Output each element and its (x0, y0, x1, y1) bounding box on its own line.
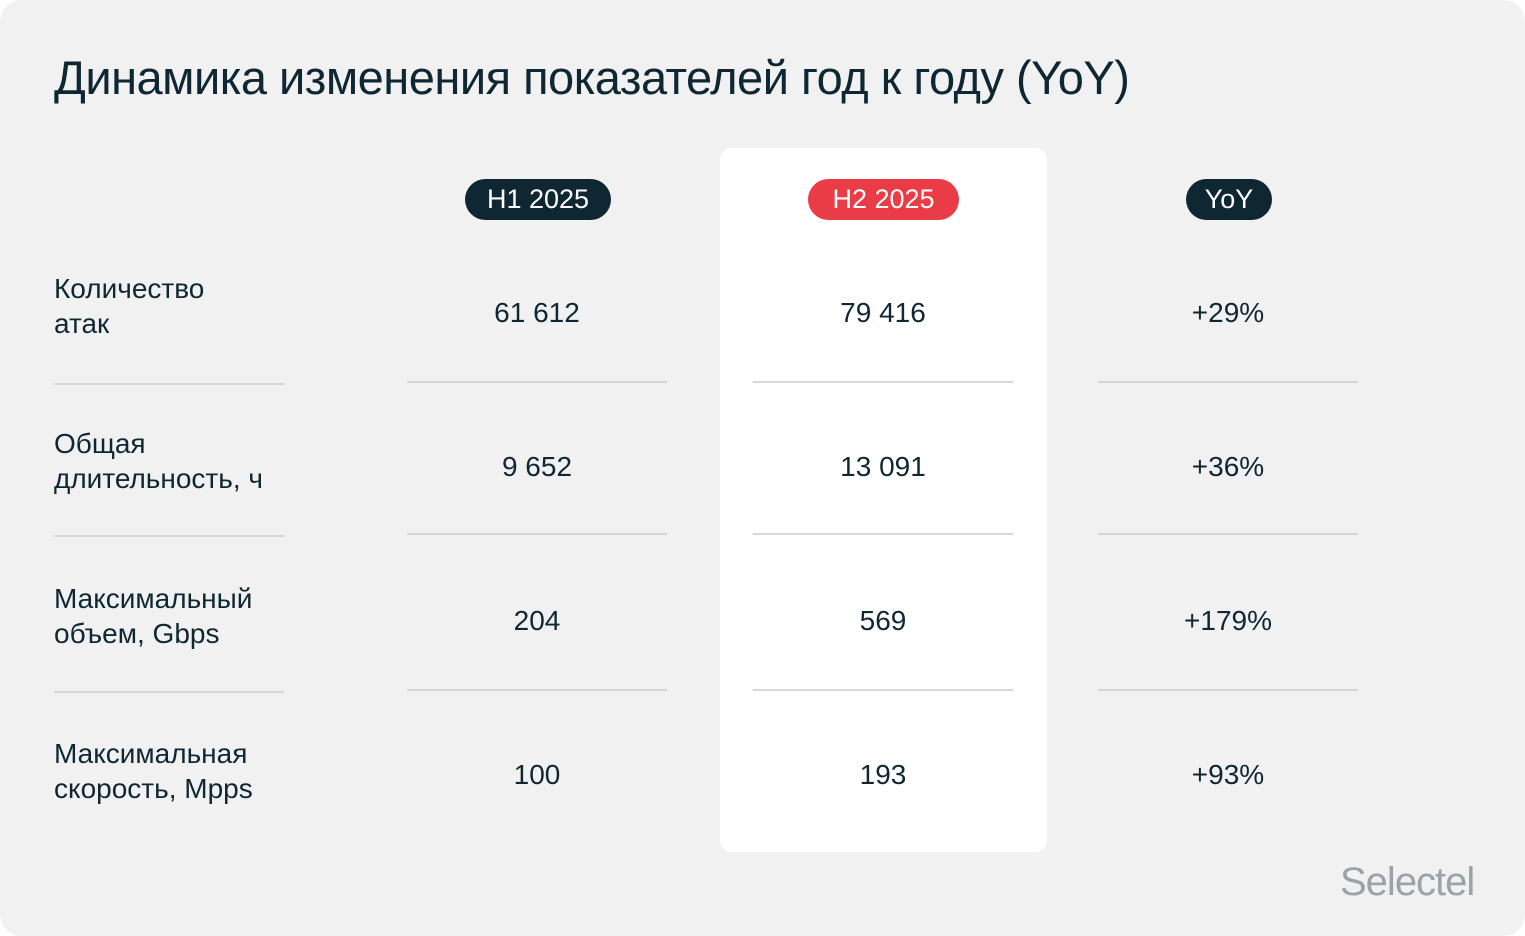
row-divider (54, 535, 284, 537)
row-divider (753, 381, 1013, 383)
row-divider (407, 689, 667, 691)
table-cell-h2: 79 416 (840, 297, 926, 328)
table-cell-h1: 204 (513, 605, 561, 636)
table-cell-h1: 9 652 (501, 451, 573, 482)
table-cell-yoy: +93% (1191, 759, 1265, 790)
row-label-total-duration: Общая длительность, ч (54, 428, 263, 494)
row-divider (407, 381, 667, 383)
row-divider (753, 689, 1013, 691)
table-cell-yoy: +29% (1191, 297, 1265, 328)
row-divider (753, 533, 1013, 535)
selectel-logo: Selectel (1340, 860, 1475, 904)
row-divider (407, 533, 667, 535)
row-divider (1098, 533, 1358, 535)
table-cell-h2: 13 091 (840, 451, 926, 482)
column-header-h2: H2 2025 (808, 179, 959, 220)
table-cell-yoy: +36% (1191, 451, 1265, 482)
table-cell-h2: 193 (859, 759, 907, 790)
row-divider (1098, 381, 1358, 383)
row-divider (54, 691, 284, 693)
table-cell-h2: 569 (859, 605, 907, 636)
column-header-yoy: YoY (1186, 179, 1272, 220)
row-divider (1098, 689, 1358, 691)
row-label-attack-count: Количество атак (54, 273, 205, 339)
row-label-max-volume: Максимальный объем, Gbps (54, 583, 253, 649)
column-header-h1: H1 2025 (465, 179, 611, 220)
row-divider (54, 383, 284, 385)
page-title: Динамика изменения показателей год к год… (54, 51, 1130, 104)
table-cell-h1: 61 612 (494, 297, 580, 328)
table-cell-yoy: +179% (1184, 605, 1272, 636)
table-cell-h1: 100 (513, 759, 561, 790)
h2-column-highlight (720, 148, 1047, 852)
row-label-max-speed: Максимальная скорость, Mpps (54, 738, 253, 804)
